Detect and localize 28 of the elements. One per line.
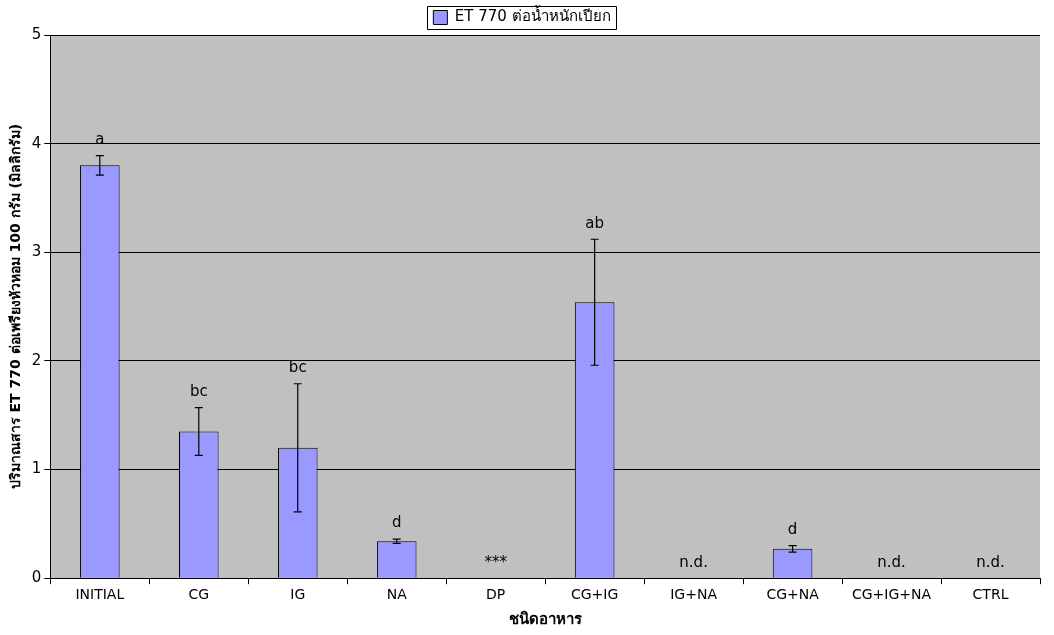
annotation: n.d.: [679, 552, 708, 571]
y-tick-label: 2: [31, 350, 42, 369]
x-axis-title: ชนิดอาหาร: [508, 609, 583, 628]
annotation: ***: [484, 552, 508, 571]
annotation: d: [787, 520, 798, 538]
annotation: ab: [585, 213, 605, 232]
annotation: bc: [189, 382, 208, 401]
legend-label: ET 770 ต่อน้ำหนักเปียก: [454, 5, 611, 26]
annotation: n.d.: [976, 552, 1005, 571]
x-tick-label: IG: [290, 586, 306, 603]
annotation: bc: [288, 358, 307, 377]
x-tick-label: CTRL: [972, 586, 1009, 603]
annotation: d: [391, 513, 402, 532]
x-tick-label: CG+IG: [570, 586, 619, 603]
x-tick-label: CG: [188, 586, 210, 603]
x-tick-label: CG+NA: [766, 586, 820, 603]
x-tick-label: INITIAL: [75, 586, 125, 603]
x-tick-label: DP: [486, 586, 506, 603]
y-tick-label: 3: [31, 242, 42, 261]
y-tick-label: 0: [31, 568, 42, 587]
y-axis-title: ปริมาณสาร ET 770 ต่อเพรียงหัวหอม 100 กรัม (มิลลิกรัม): [7, 123, 24, 490]
y-tick-label: 5: [31, 24, 42, 43]
x-tick-label: NA: [386, 586, 408, 603]
x-tick-label: CG+IG+NA: [851, 586, 932, 603]
y-tick-label: 4: [31, 133, 42, 152]
x-tick-label: IG+NA: [670, 586, 718, 603]
y-tick-label: 1: [31, 459, 42, 478]
annotation: n.d.: [877, 552, 906, 571]
